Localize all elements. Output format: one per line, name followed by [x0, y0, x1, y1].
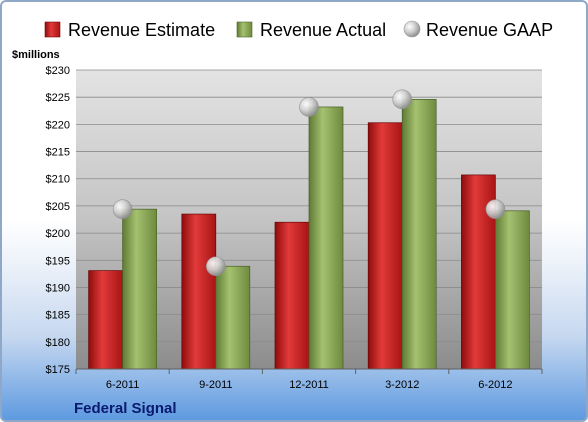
bar-revenue-actual	[495, 210, 530, 370]
bar-revenue-estimate	[181, 213, 217, 370]
x-axis: 6-2011 9-2011 12-2011 3-2012 6-2012	[75, 369, 543, 391]
bar-revenue-estimate	[88, 270, 123, 370]
marker-revenue-gaap	[206, 256, 226, 277]
y-tick-label: $195	[46, 255, 70, 267]
y-tick-label: $200	[46, 228, 70, 240]
x-tick-label: 9-2011	[199, 379, 232, 391]
legend-label-revenue-estimate: Revenue Estimate	[68, 20, 215, 40]
bar-series	[88, 99, 530, 370]
gaap-markers	[112, 89, 506, 277]
bar-revenue-actual	[122, 208, 157, 370]
y-tick-label: $225	[46, 92, 70, 104]
marker-revenue-gaap	[299, 97, 319, 117]
bar-revenue-actual	[308, 106, 344, 370]
x-tick-label: 12-2011	[289, 379, 329, 391]
y-axis-unit-label: $millions	[12, 49, 60, 61]
bar-revenue-actual	[215, 265, 251, 370]
x-tick-label: 6-2011	[106, 379, 139, 391]
y-tick-label: $205	[46, 201, 70, 213]
bar-revenue-estimate	[274, 221, 310, 370]
marker-revenue-gaap	[392, 89, 413, 110]
bar-revenue-estimate	[367, 122, 403, 370]
marker-revenue-gaap	[112, 199, 133, 219]
y-tick-label: $190	[46, 282, 70, 294]
chart-legend: Revenue Estimate Revenue Actual Revenue …	[44, 20, 553, 40]
marker-revenue-gaap	[485, 199, 506, 219]
company-title: Federal Signal	[74, 400, 177, 417]
legend-label-revenue-actual: Revenue Actual	[260, 20, 386, 40]
x-tick-label: 6-2012	[478, 379, 512, 391]
y-tick-label: $215	[46, 147, 70, 159]
bar-revenue-actual	[401, 99, 437, 370]
y-tick-label: $180	[46, 337, 70, 349]
y-tick-label: $220	[46, 119, 70, 131]
legend-swatch-revenue-actual	[236, 21, 253, 38]
legend-swatch-revenue-gaap	[403, 20, 421, 38]
x-tick-label: 3-2012	[385, 379, 419, 391]
legend-label-revenue-gaap: Revenue GAAP	[426, 20, 553, 40]
legend-swatch-revenue-estimate	[44, 21, 61, 38]
y-axis: $175 $180 $185 $190 $195 $200 $205 $210 $215 $220…	[46, 65, 70, 376]
y-tick-label: $210	[46, 174, 70, 186]
y-tick-label: $185	[46, 310, 70, 322]
y-tick-label: $175	[46, 364, 70, 376]
y-tick-label: $230	[46, 65, 70, 77]
